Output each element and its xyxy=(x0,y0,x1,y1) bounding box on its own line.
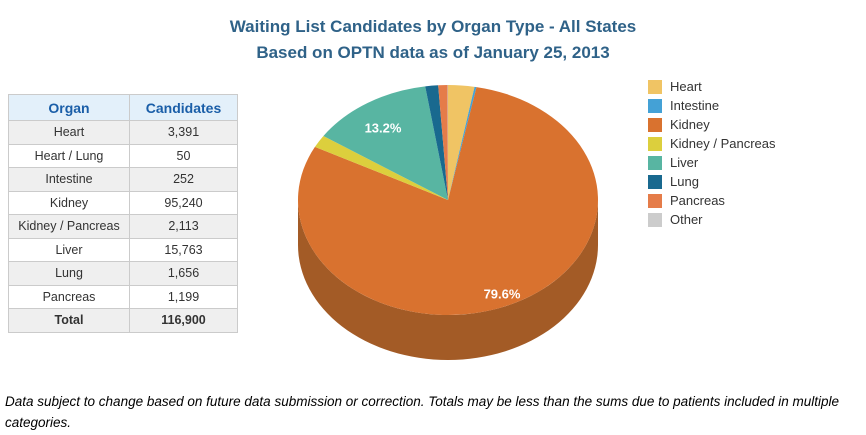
legend-label: Liver xyxy=(670,155,699,170)
pie-slice-kidney-pancreas xyxy=(314,135,448,200)
table-row-kidney-pancreas: Kidney / Pancreas 2,113 xyxy=(8,214,238,239)
chart-title: Waiting List Candidates by Organ Type - … xyxy=(0,14,866,66)
table-cell: 1,656 xyxy=(129,261,238,286)
legend-label: Heart xyxy=(670,79,702,94)
column-header-candidates: Candidates xyxy=(129,94,238,121)
table-cell: Pancreas xyxy=(8,284,130,309)
legend-item-other: Other xyxy=(648,210,776,229)
chart-title-line2: Based on OPTN data as of January 25, 201… xyxy=(256,43,610,62)
legend-swatch-kidney xyxy=(648,117,662,132)
legend-item-pancreas: Pancreas xyxy=(648,191,776,210)
legend-label: Lung xyxy=(670,174,699,189)
table-cell: 3,391 xyxy=(129,120,238,145)
legend-label: Other xyxy=(670,212,703,227)
legend-label: Kidney xyxy=(670,117,710,132)
table-row-pancreas: Pancreas 1,199 xyxy=(8,284,238,309)
footnote: Data subject to change based on future d… xyxy=(5,394,839,430)
column-header-organ: Organ xyxy=(8,94,130,121)
pie-data-label-kidney: 79.6% xyxy=(483,286,521,302)
table-cell: Intestine xyxy=(8,167,130,192)
table-row-intestine: Intestine 252 xyxy=(8,167,238,192)
table-cell: 15,763 xyxy=(129,237,238,262)
legend-label: Pancreas xyxy=(670,193,725,208)
legend-swatch-intestine xyxy=(648,98,662,113)
table-cell: Lung xyxy=(8,261,130,286)
table-total-row: Total 116,900 xyxy=(8,308,238,333)
table-cell: 252 xyxy=(129,167,238,192)
table-row-liver: Liver 15,763 xyxy=(8,237,238,262)
table-row-lung: Lung 1,656 xyxy=(8,261,238,286)
pie-slice-heart xyxy=(448,85,475,200)
total-label: Total xyxy=(8,308,130,333)
pie-data-label-liver: 13.2% xyxy=(364,120,402,136)
legend-item-lung: Lung xyxy=(648,172,776,191)
legend-swatch-pancreas xyxy=(648,193,662,208)
chart-title-line1: Waiting List Candidates by Organ Type - … xyxy=(229,17,637,36)
table-row-heart: Heart 3,391 xyxy=(8,120,238,145)
legend-item-intestine: Intestine xyxy=(648,96,776,115)
pie-slice-intestine xyxy=(448,86,477,200)
legend-label: Intestine xyxy=(670,98,720,113)
table-header-row: Organ Candidates xyxy=(8,94,238,121)
pie-slice-liver xyxy=(323,86,448,200)
pie-slice-lung xyxy=(425,85,448,200)
legend-item-kidney: Kidney xyxy=(648,115,776,134)
legend-item-heart: Heart xyxy=(648,77,776,96)
table-cell: Liver xyxy=(8,237,130,262)
table-row-kidney: Kidney 95,240 xyxy=(8,190,238,215)
legend-swatch-kidney-pancreas xyxy=(648,136,662,151)
pie-slice-kidney xyxy=(297,87,598,315)
legend-swatch-liver xyxy=(648,155,662,170)
table-cell: Heart xyxy=(8,120,130,145)
total-value: 116,900 xyxy=(129,308,238,333)
table-cell: Kidney / Pancreas xyxy=(8,214,130,239)
table-cell: 2,113 xyxy=(129,214,238,239)
pie-side xyxy=(298,200,598,360)
legend-item-kidney-pancreas: Kidney / Pancreas xyxy=(648,134,776,153)
legend-swatch-heart xyxy=(648,79,662,94)
pie-slice-pancreas xyxy=(438,85,448,200)
legend-item-liver: Liver xyxy=(648,153,776,172)
legend-swatch-other xyxy=(648,212,662,227)
candidates-table: Organ Candidates Heart 3,391 Heart / Lung 5… xyxy=(8,94,238,333)
table-cell: 95,240 xyxy=(129,190,238,215)
legend-swatch-lung xyxy=(648,174,662,189)
legend-label: Kidney / Pancreas xyxy=(670,136,776,151)
table-cell: 1,199 xyxy=(129,284,238,309)
table-cell: Kidney xyxy=(8,190,130,215)
chart-legend: Heart Intestine Kidney Kidney / Pancreas Liv… xyxy=(648,77,776,229)
